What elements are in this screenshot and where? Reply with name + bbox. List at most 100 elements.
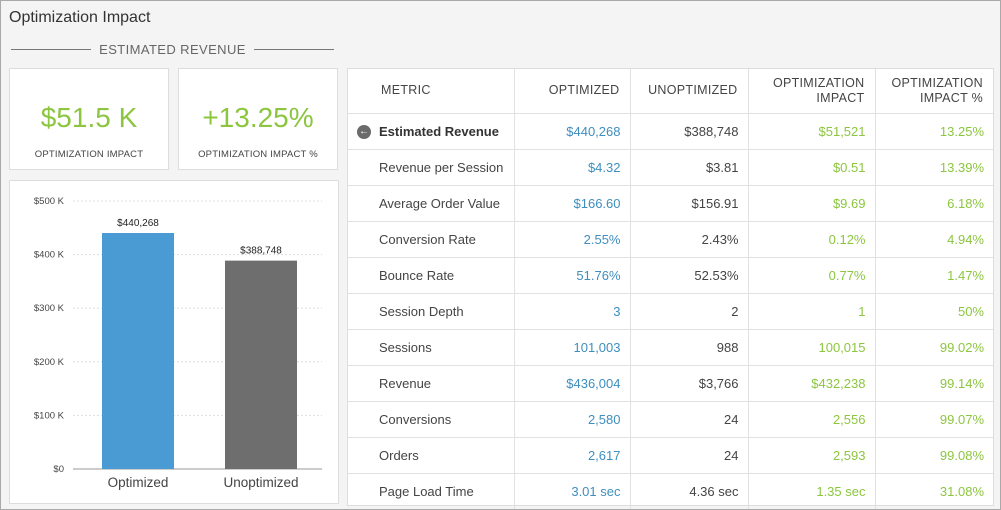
cell-impact-text: 0.12% [828, 231, 866, 247]
cell-metric-text: Revenue [379, 375, 432, 391]
cell-metric: Sessions [348, 329, 515, 366]
cell-impact-text: 1 [858, 303, 866, 319]
cell-unoptimized: 24 [630, 401, 749, 438]
x-category-label: Optimized [108, 475, 169, 490]
back-arrow-icon[interactable]: ← [357, 124, 371, 139]
cell-unoptimized: $156.91 [630, 185, 749, 222]
cell-impact-pct-text: 99.02% [939, 339, 984, 355]
cell-impact: $432,238 [748, 365, 876, 402]
bar [225, 260, 297, 469]
cell-impact-pct: 99.14% [875, 365, 993, 402]
cell-metric-text: Sessions [379, 339, 432, 355]
cell-impact-text: $432,238 [811, 375, 866, 391]
cell-optimized-text: $436,004 [566, 375, 621, 391]
cell-optimized: 3.01 sec [514, 473, 631, 509]
cell-metric: Revenue per Session [348, 149, 515, 186]
table-row[interactable]: Revenue per Session $4.32 $3.81 $0.51 13.39% [348, 149, 993, 186]
cell-impact-pct-text: 13.25% [939, 123, 984, 139]
cell-metric: Revenue [348, 365, 515, 402]
cell-optimized-text: 3 [613, 303, 621, 319]
table-row[interactable]: Page Load Time 3.01 sec 4.36 sec 1.35 sec 31… [348, 473, 993, 509]
cell-optimized: 51.76% [514, 257, 631, 294]
cell-optimized: $436,004 [514, 365, 631, 402]
cell-optimized: $4.32 [514, 149, 631, 186]
cell-impact-pct: 6.18% [875, 185, 993, 222]
cell-impact-pct: 99.07% [875, 401, 993, 438]
cell-unoptimized: 2.43% [630, 221, 749, 258]
cell-unoptimized: $388,748 [630, 113, 749, 150]
cell-optimized-text: 3.01 sec [571, 483, 621, 499]
cell-unoptimized-text: 4.36 sec [689, 483, 739, 499]
table-row[interactable]: Session Depth 3 2 1 50% [348, 293, 993, 330]
cell-impact-pct-text: 31.08% [939, 483, 984, 499]
cell-unoptimized-text: $3,766 [698, 375, 739, 391]
table-row[interactable]: Orders 2,617 24 2,593 99.08% [348, 437, 993, 474]
cell-optimized: 3 [514, 293, 631, 330]
header-unoptimized[interactable]: UNOPTIMIZED [630, 69, 749, 114]
cell-impact: 2,556 [748, 401, 876, 438]
cell-metric: Orders [348, 437, 515, 474]
cell-unoptimized-text: 52.53% [694, 267, 739, 283]
x-category-label: Unoptimized [223, 475, 298, 490]
cell-optimized-text: 51.76% [576, 267, 621, 283]
cell-unoptimized: 24 [630, 437, 749, 474]
cell-impact-pct-text: 99.07% [939, 411, 984, 427]
table-row[interactable]: Conversions 2,580 24 2,556 99.07% [348, 401, 993, 438]
cell-impact: $9.69 [748, 185, 876, 222]
cell-impact-pct: 1.47% [875, 257, 993, 294]
cell-impact-pct: 13.39% [875, 149, 993, 186]
cell-metric-text: Session Depth [379, 303, 464, 319]
cell-unoptimized-text: 24 [724, 447, 739, 463]
table-row[interactable]: Average Order Value $166.60 $156.91 $9.69 6.… [348, 185, 993, 222]
cell-impact-pct-text: 50% [957, 303, 984, 319]
header-optimization-impact-pct[interactable]: OPTIMIZATION IMPACT % [875, 69, 993, 114]
cell-optimized: 2,580 [514, 401, 631, 438]
divider-left [11, 49, 91, 50]
table-row[interactable]: ← Estimated Revenue $440,268 $388,748 $51,52… [348, 113, 993, 150]
cell-metric: Bounce Rate [348, 257, 515, 294]
cell-impact-pct: 99.08% [875, 437, 993, 474]
table-row[interactable]: Bounce Rate 51.76% 52.53% 0.77% 1.47% [348, 257, 993, 294]
y-tick-label: $500 K [34, 196, 65, 207]
cell-impact-pct-text: 1.47% [947, 267, 984, 283]
cell-impact-text: $51,521 [818, 123, 866, 139]
table-body: ← Estimated Revenue $440,268 $388,748 $51,52… [348, 113, 993, 509]
table-row[interactable]: Sessions 101,003 988 100,015 99.02% [348, 329, 993, 366]
table-row[interactable]: Revenue $436,004 $3,766 $432,238 99.14% [348, 365, 993, 402]
cell-metric-text: Revenue per Session [379, 159, 504, 175]
cell-impact-pct: 99.02% [875, 329, 993, 366]
cell-unoptimized-text: 2 [731, 303, 739, 319]
cell-unoptimized-text: 988 [716, 339, 739, 355]
kpi-optimization-impact: $51.5 K OPTIMIZATION IMPACT [9, 68, 169, 170]
cell-impact-pct: 4.94% [875, 221, 993, 258]
cell-optimized-text: $4.32 [587, 159, 621, 175]
cell-unoptimized-text: $388,748 [684, 123, 739, 139]
cell-optimized-text: $166.60 [573, 195, 621, 211]
cell-metric: Average Order Value [348, 185, 515, 222]
cell-impact-pct-text: 99.14% [939, 375, 984, 391]
cell-impact-text: 1.35 sec [816, 483, 866, 499]
header-metric[interactable]: METRIC [348, 69, 515, 114]
cell-optimized-text: 2,617 [587, 447, 621, 463]
cell-unoptimized: 52.53% [630, 257, 749, 294]
cell-metric: Session Depth [348, 293, 515, 330]
kpi-optimization-impact-pct: +13.25% OPTIMIZATION IMPACT % [178, 68, 338, 170]
cell-optimized-text: 101,003 [573, 339, 621, 355]
cell-unoptimized-text: 2.43% [701, 231, 739, 247]
cell-metric-text: Orders [379, 447, 419, 463]
cell-unoptimized: 4.36 sec [630, 473, 749, 509]
header-optimized[interactable]: OPTIMIZED [514, 69, 631, 114]
cell-metric-text: Bounce Rate [379, 267, 455, 283]
header-optimization-impact[interactable]: OPTIMIZATION IMPACT [748, 69, 876, 114]
cell-impact-pct-text: 13.39% [939, 159, 984, 175]
kpi-value: $51.5 K [40, 102, 138, 133]
section-header: ESTIMATED REVENUE [11, 41, 334, 59]
cell-impact: 1 [748, 293, 876, 330]
kpi-label: OPTIMIZATION IMPACT % [198, 149, 318, 160]
cell-impact-pct: 13.25% [875, 113, 993, 150]
cell-unoptimized: $3.81 [630, 149, 749, 186]
cell-metric: ← Estimated Revenue [348, 113, 515, 150]
table-row[interactable]: Conversion Rate 2.55% 2.43% 0.12% 4.94% [348, 221, 993, 258]
cell-unoptimized: 988 [630, 329, 749, 366]
